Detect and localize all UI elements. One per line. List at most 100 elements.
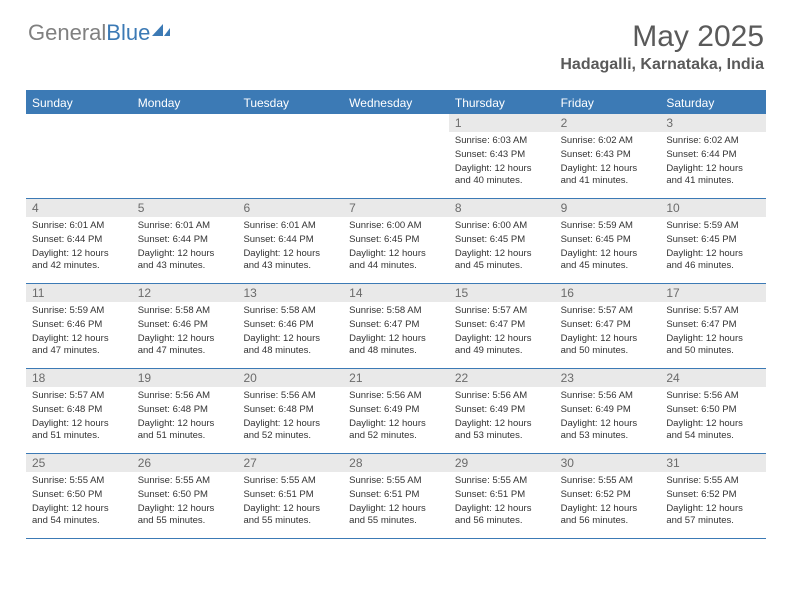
calendar-day-cell: 13Sunrise: 5:58 AMSunset: 6:46 PMDayligh… — [237, 284, 343, 368]
daylight-text: Daylight: 12 hours and 47 minutes. — [132, 332, 238, 358]
sunrise-text: Sunrise: 5:56 AM — [449, 389, 555, 403]
daylight-text: Daylight: 12 hours and 54 minutes. — [26, 502, 132, 528]
calendar-day-cell: 21Sunrise: 5:56 AMSunset: 6:49 PMDayligh… — [343, 369, 449, 453]
sunrise-text: Sunrise: 5:58 AM — [237, 304, 343, 318]
day-number: 11 — [26, 284, 132, 302]
calendar-day-cell: 10Sunrise: 5:59 AMSunset: 6:45 PMDayligh… — [660, 199, 766, 283]
calendar-day-cell: 31Sunrise: 5:55 AMSunset: 6:52 PMDayligh… — [660, 454, 766, 538]
sunrise-text: Sunrise: 5:59 AM — [555, 219, 661, 233]
day-number: 20 — [237, 369, 343, 387]
calendar-day-cell: 17Sunrise: 5:57 AMSunset: 6:47 PMDayligh… — [660, 284, 766, 368]
day-number: 18 — [26, 369, 132, 387]
day-number: 16 — [555, 284, 661, 302]
sunrise-text: Sunrise: 5:55 AM — [237, 474, 343, 488]
calendar-day-cell — [26, 114, 132, 198]
calendar-day-cell: 18 Sunrise: 5:57 AMSunset: 6:48 PMDayligh… — [26, 369, 132, 453]
daylight-text: Daylight: 12 hours and 48 minutes. — [343, 332, 449, 358]
weekday-header: Sunday — [26, 92, 132, 114]
day-number: 14 — [343, 284, 449, 302]
weekday-header: Tuesday — [237, 92, 343, 114]
calendar-day-cell: 3Sunrise: 6:02 AMSunset: 6:44 PMDaylight… — [660, 114, 766, 198]
sunset-text: Sunset: 6:49 PM — [555, 403, 661, 417]
weekday-header: Saturday — [660, 92, 766, 114]
sunset-text: Sunset: 6:51 PM — [343, 488, 449, 502]
daylight-text: Daylight: 12 hours and 46 minutes. — [660, 247, 766, 273]
sunrise-text: Sunrise: 5:58 AM — [343, 304, 449, 318]
sunset-text: Sunset: 6:45 PM — [555, 233, 661, 247]
sunset-text: Sunset: 6:48 PM — [26, 403, 132, 417]
sunrise-text: Sunrise: 5:56 AM — [132, 389, 238, 403]
calendar-week-row: 18Sunrise: 5:57 AMSunset: 6:48 PMDayligh… — [26, 369, 766, 454]
calendar-day-cell: 6Sunrise: 6:01 AMSunset: 6:44 PMDaylight… — [237, 199, 343, 283]
calendar-day-cell — [343, 114, 449, 198]
sunrise-text: Sunrise: 6:02 AM — [660, 134, 766, 148]
calendar-day-cell: 24Sunrise: 5:56 AMSunset: 6:50 PMDayligh… — [660, 369, 766, 453]
daylight-text: Daylight: 12 hours and 50 minutes. — [555, 332, 661, 358]
daylight-text: Daylight: 12 hours and 44 minutes. — [343, 247, 449, 273]
day-number: 27 — [237, 454, 343, 472]
day-number: 30 — [555, 454, 661, 472]
day-number — [132, 114, 238, 118]
day-number: 8 — [449, 199, 555, 217]
calendar-day-cell: 29Sunrise: 5:55 AMSunset: 6:51 PMDayligh… — [449, 454, 555, 538]
calendar-day-cell: 14Sunrise: 5:58 AMSunset: 6:47 PMDayligh… — [343, 284, 449, 368]
sunrise-text: Sunrise: 5:55 AM — [343, 474, 449, 488]
sunset-text: Sunset: 6:49 PM — [449, 403, 555, 417]
sunset-text: Sunset: 6:52 PM — [555, 488, 661, 502]
sunrise-text: Sunrise: 6:01 AM — [26, 219, 132, 233]
page-header: GeneralBlue May 2025 Hadagalli, Karnatak… — [0, 0, 792, 82]
sunset-text: Sunset: 6:44 PM — [237, 233, 343, 247]
daylight-text: Daylight: 12 hours and 53 minutes. — [555, 417, 661, 443]
day-number — [343, 114, 449, 118]
day-number — [26, 114, 132, 118]
sunset-text: Sunset: 6:51 PM — [237, 488, 343, 502]
day-number: 24 — [660, 369, 766, 387]
daylight-text: Daylight: 12 hours and 45 minutes. — [555, 247, 661, 273]
sunrise-text: Sunrise: 6:01 AM — [132, 219, 238, 233]
sunrise-text: Sunrise: 5:57 AM — [26, 389, 132, 403]
sunset-text: Sunset: 6:46 PM — [26, 318, 132, 332]
weekday-header: Monday — [132, 92, 238, 114]
sunrise-text: Sunrise: 5:59 AM — [26, 304, 132, 318]
daylight-text: Daylight: 12 hours and 53 minutes. — [449, 417, 555, 443]
calendar-day-cell: 9Sunrise: 5:59 AMSunset: 6:45 PMDaylight… — [555, 199, 661, 283]
day-number: 15 — [449, 284, 555, 302]
sunset-text: Sunset: 6:48 PM — [237, 403, 343, 417]
calendar-week-row: 25Sunrise: 5:55 AMSunset: 6:50 PMDayligh… — [26, 454, 766, 539]
calendar-day-cell: 15Sunrise: 5:57 AMSunset: 6:47 PMDayligh… — [449, 284, 555, 368]
calendar-day-cell: 4Sunrise: 6:01 AMSunset: 6:44 PMDaylight… — [26, 199, 132, 283]
sunset-text: Sunset: 6:47 PM — [449, 318, 555, 332]
sunset-text: Sunset: 6:43 PM — [555, 148, 661, 162]
calendar-week-row: 4Sunrise: 6:01 AMSunset: 6:44 PMDaylight… — [26, 199, 766, 284]
sunrise-text: Sunrise: 5:57 AM — [660, 304, 766, 318]
day-number — [237, 114, 343, 118]
daylight-text: Daylight: 12 hours and 43 minutes. — [237, 247, 343, 273]
daylight-text: Daylight: 12 hours and 45 minutes. — [449, 247, 555, 273]
sunset-text: Sunset: 6:45 PM — [449, 233, 555, 247]
sunset-text: Sunset: 6:44 PM — [132, 233, 238, 247]
calendar-day-cell: 8Sunrise: 6:00 AMSunset: 6:45 PMDaylight… — [449, 199, 555, 283]
calendar-day-cell: 16Sunrise: 5:57 AMSunset: 6:47 PMDayligh… — [555, 284, 661, 368]
daylight-text: Daylight: 12 hours and 42 minutes. — [26, 247, 132, 273]
weekday-header-row: Sunday Monday Tuesday Wednesday Thursday… — [26, 92, 766, 114]
day-number: 26 — [132, 454, 238, 472]
daylight-text: Daylight: 12 hours and 55 minutes. — [237, 502, 343, 528]
daylight-text: Daylight: 12 hours and 51 minutes. — [26, 417, 132, 443]
daylight-text: Daylight: 12 hours and 52 minutes. — [237, 417, 343, 443]
day-number: 12 — [132, 284, 238, 302]
calendar: Sunday Monday Tuesday Wednesday Thursday… — [26, 90, 766, 539]
sunrise-text: Sunrise: 5:57 AM — [555, 304, 661, 318]
day-number: 25 — [26, 454, 132, 472]
calendar-day-cell: 26Sunrise: 5:55 AMSunset: 6:50 PMDayligh… — [132, 454, 238, 538]
sunset-text: Sunset: 6:49 PM — [343, 403, 449, 417]
sunrise-text: Sunrise: 5:56 AM — [555, 389, 661, 403]
calendar-day-cell: 12Sunrise: 5:58 AMSunset: 6:46 PMDayligh… — [132, 284, 238, 368]
day-number: 22 — [449, 369, 555, 387]
calendar-day-cell: 19Sunrise: 5:56 AMSunset: 6:48 PMDayligh… — [132, 369, 238, 453]
day-number: 13 — [237, 284, 343, 302]
daylight-text: Daylight: 12 hours and 41 minutes. — [555, 162, 661, 188]
daylight-text: Daylight: 12 hours and 40 minutes. — [449, 162, 555, 188]
sunrise-text: Sunrise: 5:55 AM — [132, 474, 238, 488]
calendar-day-cell: 27 Sunrise: 5:55 AMSunset: 6:51 PMDayligh… — [237, 454, 343, 538]
calendar-week-row: 1Sunrise: 6:03 AMSunset: 6:43 PMDaylight… — [26, 114, 766, 199]
